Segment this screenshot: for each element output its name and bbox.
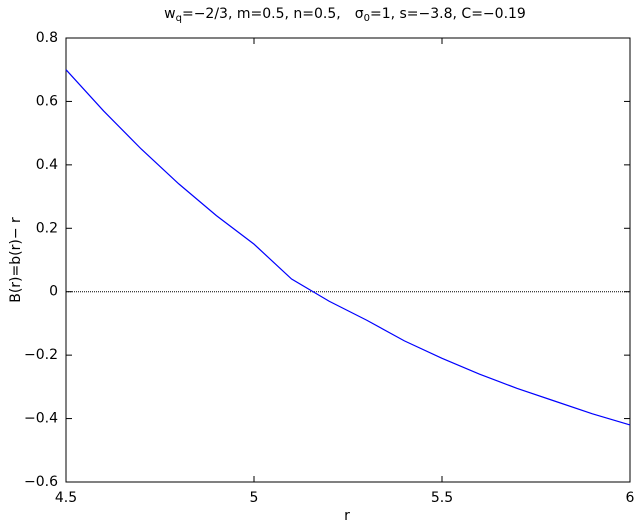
x-tick-label: 5.5 [431,490,453,506]
title-subscript: q [176,13,182,24]
y-tick-label: −0.4 [24,411,58,427]
chart-title: wq=−2/3, m=0.5, n=0.5, σ0=1, s=−3.8, C=−0… [164,6,526,24]
x-tick-label: 4.5 [55,490,77,506]
title-text: w [164,6,175,22]
data-line [65,69,631,426]
x-axis-label: r [344,508,350,524]
plot-frame [65,37,631,483]
y-tick-label: 0.6 [36,93,58,109]
x-tick-label: 6 [626,490,635,506]
x-tick-label: 5 [250,490,259,506]
y-tick-label: 0.8 [36,30,58,46]
y-tick-label: −0.6 [24,474,58,490]
title-subscript: 0 [364,13,370,24]
y-tick-label: −0.2 [24,347,58,363]
y-tick-label: 0.2 [36,220,58,236]
title-text: σ [355,6,364,22]
y-tick-label: 0.4 [36,157,58,173]
y-axis-label: B(r)=b(r)− r [8,217,24,303]
title-text: =−2/3, m=0.5, n=0.5, [182,6,341,22]
y-tick-label: 0 [49,284,58,300]
title-text: =1, s=−3.8, C=−0.19 [370,6,526,22]
